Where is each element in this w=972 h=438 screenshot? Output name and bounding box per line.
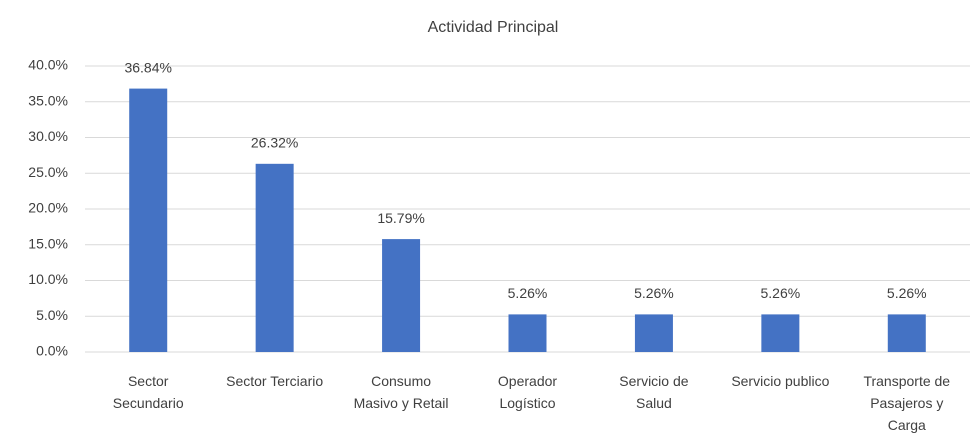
x-tick-label: Sector Secundario xyxy=(112,373,184,411)
y-tick-label: 25.0% xyxy=(28,164,68,180)
y-tick-label: 30.0% xyxy=(28,128,68,144)
bar xyxy=(382,239,421,352)
bar xyxy=(634,314,673,352)
value-label: 26.32% xyxy=(251,135,298,151)
x-tick-label: Transporte de Pasajeros y Carga xyxy=(863,373,951,433)
bar xyxy=(761,314,800,352)
y-tick-label: 5.0% xyxy=(36,307,68,323)
y-tick-label: 20.0% xyxy=(28,200,68,216)
x-tick-label: Servicio de Salud xyxy=(619,373,689,411)
y-tick-label: 35.0% xyxy=(28,92,68,108)
bar xyxy=(508,314,547,352)
chart-title: Actividad Principal xyxy=(428,19,559,36)
x-tick-label: Operador Logístico xyxy=(497,373,558,411)
bar xyxy=(887,314,926,352)
x-tick-label: Consumo Masivo y Retail xyxy=(353,373,449,411)
y-tick-label: 15.0% xyxy=(28,235,68,251)
value-label: 5.26% xyxy=(887,285,927,301)
value-label: 15.79% xyxy=(377,210,424,226)
bar xyxy=(129,88,168,353)
value-label: 5.26% xyxy=(634,285,674,301)
y-tick-label: 0.0% xyxy=(36,343,68,359)
value-label: 5.26% xyxy=(761,285,801,301)
value-label: 5.26% xyxy=(508,285,548,301)
y-tick-label: 40.0% xyxy=(28,57,68,73)
y-tick-label: 10.0% xyxy=(28,271,68,287)
x-tick-label: Sector Terciario xyxy=(226,373,324,389)
value-label: 36.84% xyxy=(124,59,171,75)
bar xyxy=(255,163,294,352)
x-tick-label: Servicio publico xyxy=(731,373,830,389)
